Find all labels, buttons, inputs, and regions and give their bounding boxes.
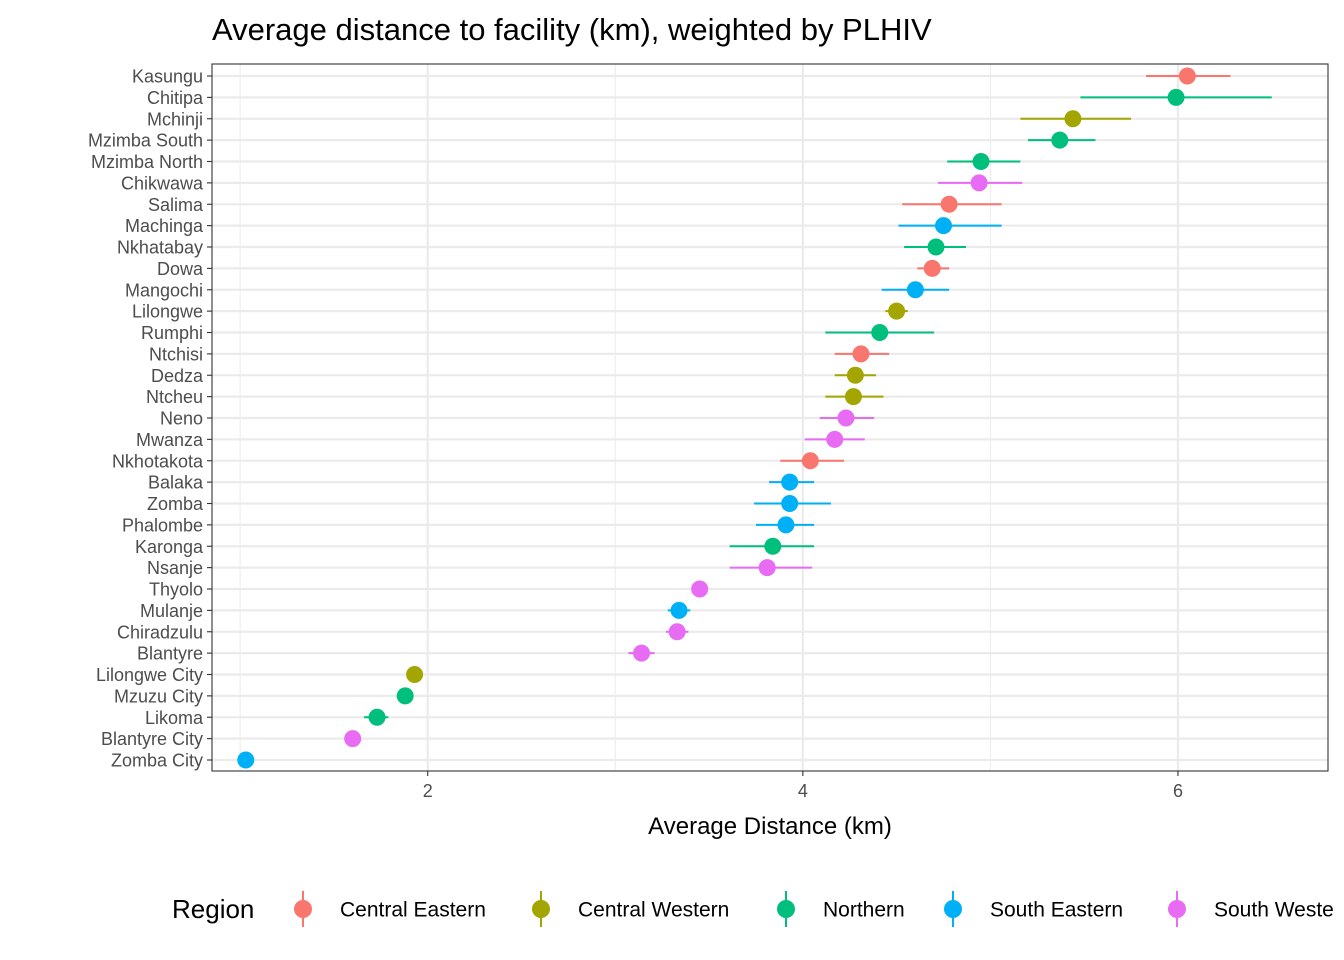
y-tick-label: Dedza — [151, 366, 204, 386]
data-point — [846, 366, 864, 384]
data-point — [801, 452, 819, 470]
y-tick-label: Phalombe — [122, 515, 203, 535]
data-point — [844, 388, 862, 406]
data-point — [972, 153, 990, 170]
y-tick-label: Ntchisi — [149, 344, 203, 364]
y-tick-label: Mzimba South — [88, 131, 203, 151]
data-point — [826, 430, 844, 448]
y-tick-label: Lilongwe City — [96, 665, 203, 685]
y-tick-label: Nkhatabay — [117, 238, 203, 258]
y-tick-label: Kasungu — [132, 67, 203, 87]
data-point — [923, 259, 941, 277]
y-tick-label: Likoma — [145, 708, 204, 728]
legend-title: Region — [172, 894, 254, 924]
data-point — [871, 324, 889, 341]
y-tick-label: Mchinji — [147, 109, 203, 129]
legend-label: Central Western — [578, 899, 729, 922]
y-tick-label: Mzimba North — [91, 152, 203, 172]
data-point — [406, 666, 424, 683]
y-tick-label: Zomba — [147, 494, 204, 514]
data-points — [237, 67, 1196, 769]
data-point — [927, 238, 945, 256]
legend-label: South Weste — [1214, 899, 1334, 922]
y-tick-label: Zomba City — [111, 751, 203, 771]
data-point — [396, 687, 414, 705]
y-tick-label: Nsanje — [147, 558, 203, 578]
y-tick-label: Ntcheu — [146, 387, 203, 407]
y-tick-label: Thyolo — [149, 580, 203, 600]
legend-key-point — [777, 900, 795, 918]
data-point — [670, 601, 688, 619]
legend-key-point — [944, 900, 962, 918]
y-tick-label: Rumphi — [141, 323, 203, 343]
major-gridlines — [212, 64, 1328, 771]
y-tick-label: Karonga — [135, 537, 204, 557]
data-point — [781, 473, 799, 491]
y-tick-label: Neno — [160, 409, 203, 429]
y-tick-label: Nkhotakota — [112, 451, 204, 471]
x-axis-title: Average Distance (km) — [648, 813, 892, 840]
y-tick-label: Blantyre — [137, 644, 203, 664]
y-tick-label: Machinga — [125, 216, 204, 236]
legend-key-point — [532, 900, 550, 918]
data-point — [1051, 131, 1069, 149]
y-tick-label: Mzuzu City — [114, 686, 203, 706]
data-point — [781, 495, 799, 512]
data-point — [344, 730, 362, 748]
y-tick-label: Chiradzulu — [117, 622, 203, 642]
data-point — [1178, 67, 1196, 85]
data-point — [888, 302, 906, 320]
data-point — [633, 644, 651, 662]
data-point — [668, 623, 686, 641]
y-tick-label: Chitipa — [147, 88, 204, 108]
y-tick-label: Blantyre City — [101, 729, 203, 749]
x-axis: 2 4 6 — [423, 771, 1183, 801]
data-point — [758, 559, 776, 577]
chart-title: Average distance to facility (km), weigh… — [212, 12, 932, 47]
y-tick-label: Salima — [148, 195, 204, 215]
data-point — [852, 345, 870, 363]
legend: Region Central Eastern Central Western Nor… — [172, 891, 1334, 927]
y-tick-label: Mangochi — [125, 280, 203, 300]
data-point — [837, 409, 855, 427]
data-point — [368, 708, 386, 726]
data-point — [940, 195, 958, 213]
legend-key-point — [294, 900, 312, 918]
data-point — [1064, 110, 1082, 128]
data-point — [906, 281, 924, 299]
data-point — [764, 537, 782, 555]
x-tick-label: 2 — [423, 781, 433, 801]
y-tick-label: Lilongwe — [132, 302, 203, 322]
x-tick-label: 6 — [1173, 781, 1183, 801]
legend-label: Northern — [823, 899, 905, 922]
data-point — [934, 217, 952, 235]
data-point — [970, 174, 988, 192]
y-tick-label: Mwanza — [136, 430, 204, 450]
x-tick-label: 4 — [798, 781, 808, 801]
legend-key-point — [1168, 900, 1186, 918]
y-tick-label: Dowa — [157, 259, 204, 279]
data-point — [777, 516, 795, 534]
data-point — [1167, 88, 1185, 106]
legend-label: Central Eastern — [340, 899, 486, 922]
legend-label: South Eastern — [990, 899, 1123, 922]
data-point — [237, 751, 255, 769]
y-tick-label: Balaka — [148, 473, 204, 493]
data-point — [691, 580, 709, 598]
y-tick-label: Mulanje — [140, 601, 203, 621]
y-tick-label: Chikwawa — [121, 173, 204, 193]
